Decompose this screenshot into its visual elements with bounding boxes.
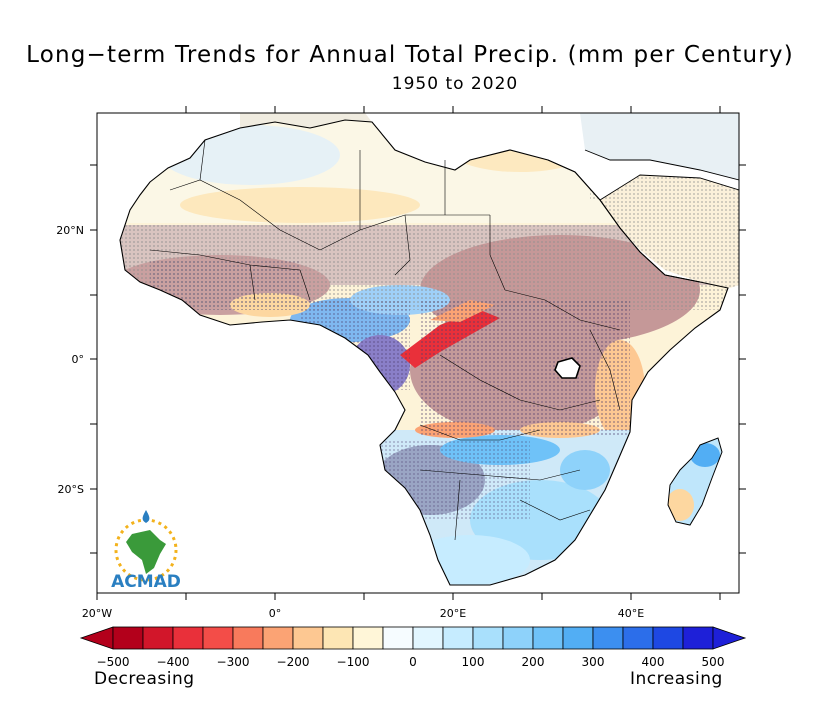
acmad-logo: ACMAD bbox=[111, 510, 181, 592]
colorbar-arrow-left bbox=[79, 626, 114, 650]
colorbar-right-caption: Increasing bbox=[630, 669, 723, 689]
colorbar-swatch bbox=[682, 626, 714, 650]
colorbar-tick-label: −500 bbox=[97, 655, 130, 669]
colorbar-swatch bbox=[532, 626, 564, 650]
colorbar-swatch bbox=[412, 626, 444, 650]
colorbar-tick-label: −100 bbox=[337, 655, 370, 669]
colorbar-swatch bbox=[352, 626, 384, 650]
map-title: Long−term Trends for Annual Total Precip… bbox=[26, 42, 794, 68]
map-subtitle: 1950 to 2020 bbox=[391, 74, 519, 94]
colorbar-tick-label: 300 bbox=[582, 655, 605, 669]
colorbar-swatch bbox=[202, 626, 234, 650]
colorbar-tick-label: 200 bbox=[522, 655, 545, 669]
colorbar-swatch bbox=[262, 626, 294, 650]
colorbar-tick-label: 400 bbox=[642, 655, 665, 669]
colorbar-tick-label: 0 bbox=[409, 655, 417, 669]
colorbar-swatch bbox=[622, 626, 654, 650]
colorbar-swatch bbox=[472, 626, 504, 650]
acmad-logo-text: ACMAD bbox=[111, 572, 181, 592]
lon-label-20e: 20°E bbox=[440, 607, 466, 620]
lon-label-20w: 20°W bbox=[82, 607, 112, 620]
colorbar-swatch bbox=[382, 626, 414, 650]
colorbar-arrow-right bbox=[712, 626, 747, 650]
colorbar-tick-label: 500 bbox=[702, 655, 725, 669]
lon-label-40e: 40°E bbox=[618, 607, 644, 620]
colorbar-tick-label: 100 bbox=[462, 655, 485, 669]
colorbar-swatch bbox=[172, 626, 204, 650]
colorbar-swatch bbox=[142, 626, 174, 650]
colorbar-tick-label: −400 bbox=[157, 655, 190, 669]
colorbar-swatch bbox=[592, 626, 624, 650]
colorbar-left-caption: Decreasing bbox=[94, 669, 195, 689]
colorbar: −500 −400 −300 −200 −100 0 100 200 300 400 500 bbox=[79, 626, 747, 669]
colorbar-swatch bbox=[232, 626, 264, 650]
colorbar-tick-label: −200 bbox=[277, 655, 310, 669]
lat-label-20n: 20°N bbox=[56, 224, 84, 237]
colorbar-swatch bbox=[292, 626, 324, 650]
colorbar-tick-label: −300 bbox=[217, 655, 250, 669]
colorbar-swatch bbox=[442, 626, 474, 650]
lat-label-0: 0° bbox=[72, 353, 85, 366]
map-frame bbox=[96, 112, 740, 594]
colorbar-swatch bbox=[502, 626, 534, 650]
colorbar-swatch bbox=[652, 626, 684, 650]
lon-label-0: 0° bbox=[269, 607, 282, 620]
lat-label-20s: 20°S bbox=[58, 483, 84, 496]
colorbar-swatch bbox=[562, 626, 594, 650]
colorbar-swatch bbox=[112, 626, 144, 650]
colorbar-swatch bbox=[322, 626, 354, 650]
